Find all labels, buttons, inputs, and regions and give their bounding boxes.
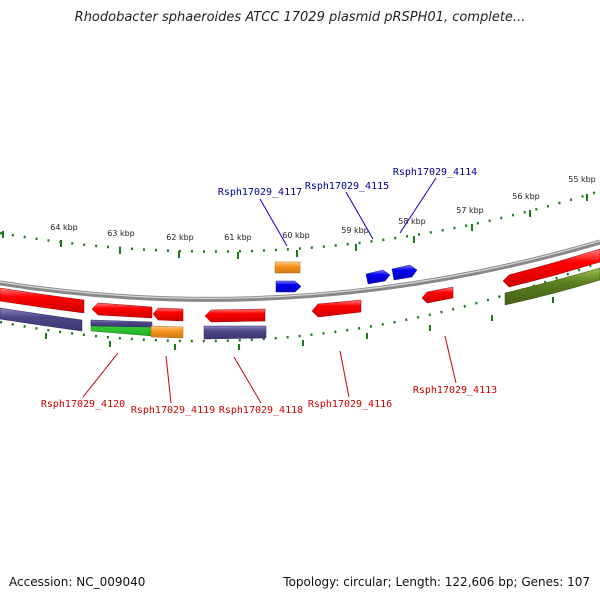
gene-label-reverse[interactable]: Rsph17029_4113 (413, 385, 497, 396)
gene-forward-rsph17029-4115[interactable] (365, 269, 391, 285)
forward-label-connectors (259, 177, 437, 247)
inner-scale-major-ticks (45, 297, 554, 350)
accession-text: Accession: NC_009040 (9, 575, 146, 589)
gene-label-forward[interactable]: Rsph17029_4117 (218, 187, 302, 198)
gene-reverse-rsph17029-4120[interactable] (0, 287, 85, 314)
feature-olive-right[interactable] (504, 267, 600, 306)
gene-reverse-rsph17029-4113[interactable] (421, 286, 454, 304)
scale-labels: 64 kbp 63 kbp 62 kbp 61 kbp 60 kbp 59 kb… (50, 175, 596, 242)
gene-label-reverse[interactable]: Rsph17029_4119 (131, 405, 215, 416)
gene-reverse-rsph17029-4119[interactable] (152, 307, 184, 322)
gene-reverse-segment[interactable] (91, 302, 153, 319)
scale-label: 57 kbp (456, 206, 484, 215)
gene-reverse-rsph17029-4116[interactable] (311, 299, 362, 318)
feature-purple-left[interactable] (0, 307, 83, 332)
topology-info-text: Topology: circular; Length: 122,606 bp; … (283, 575, 590, 589)
gene-label-reverse[interactable]: Rsph17029_4116 (308, 399, 392, 410)
gene-forward-orange[interactable] (274, 261, 301, 274)
inner-scale-dots (0, 260, 600, 343)
scale-label: 60 kbp (282, 231, 310, 240)
backbone-ring (0, 239, 600, 302)
gene-label-reverse[interactable]: Rsph17029_4118 (219, 405, 303, 416)
scale-label: 59 kbp (341, 226, 369, 235)
gene-label-reverse[interactable]: Rsph17029_4120 (41, 399, 125, 410)
backbone-ring-highlight (0, 240, 600, 299)
feature-purple-mid[interactable] (203, 325, 267, 340)
outer-scale-major-ticks (2, 194, 588, 259)
feature-orange-low[interactable] (150, 325, 184, 339)
scale-label: 58 kbp (398, 217, 426, 226)
scale-label: 62 kbp (166, 233, 194, 242)
scale-label: 56 kbp (512, 192, 540, 201)
gene-forward-rsph17029-4117[interactable] (275, 280, 302, 293)
map-title: Rhodobacter sphaeroides ATCC 17029 plasm… (74, 10, 526, 25)
scale-label: 61 kbp (224, 233, 252, 242)
scale-label: 55 kbp (568, 175, 596, 184)
gene-forward-rsph17029-4114[interactable] (391, 264, 418, 281)
scale-label: 64 kbp (50, 223, 78, 232)
gene-label-forward[interactable]: Rsph17029_4115 (305, 181, 389, 192)
feature-purple-small[interactable] (90, 319, 153, 328)
reverse-label-connectors (82, 335, 457, 404)
scale-label: 63 kbp (107, 229, 135, 238)
gene-label-forward[interactable]: Rsph17029_4114 (393, 167, 477, 178)
gene-reverse-rsph17029-4118[interactable] (204, 308, 266, 323)
outer-scale-dots (0, 189, 600, 253)
